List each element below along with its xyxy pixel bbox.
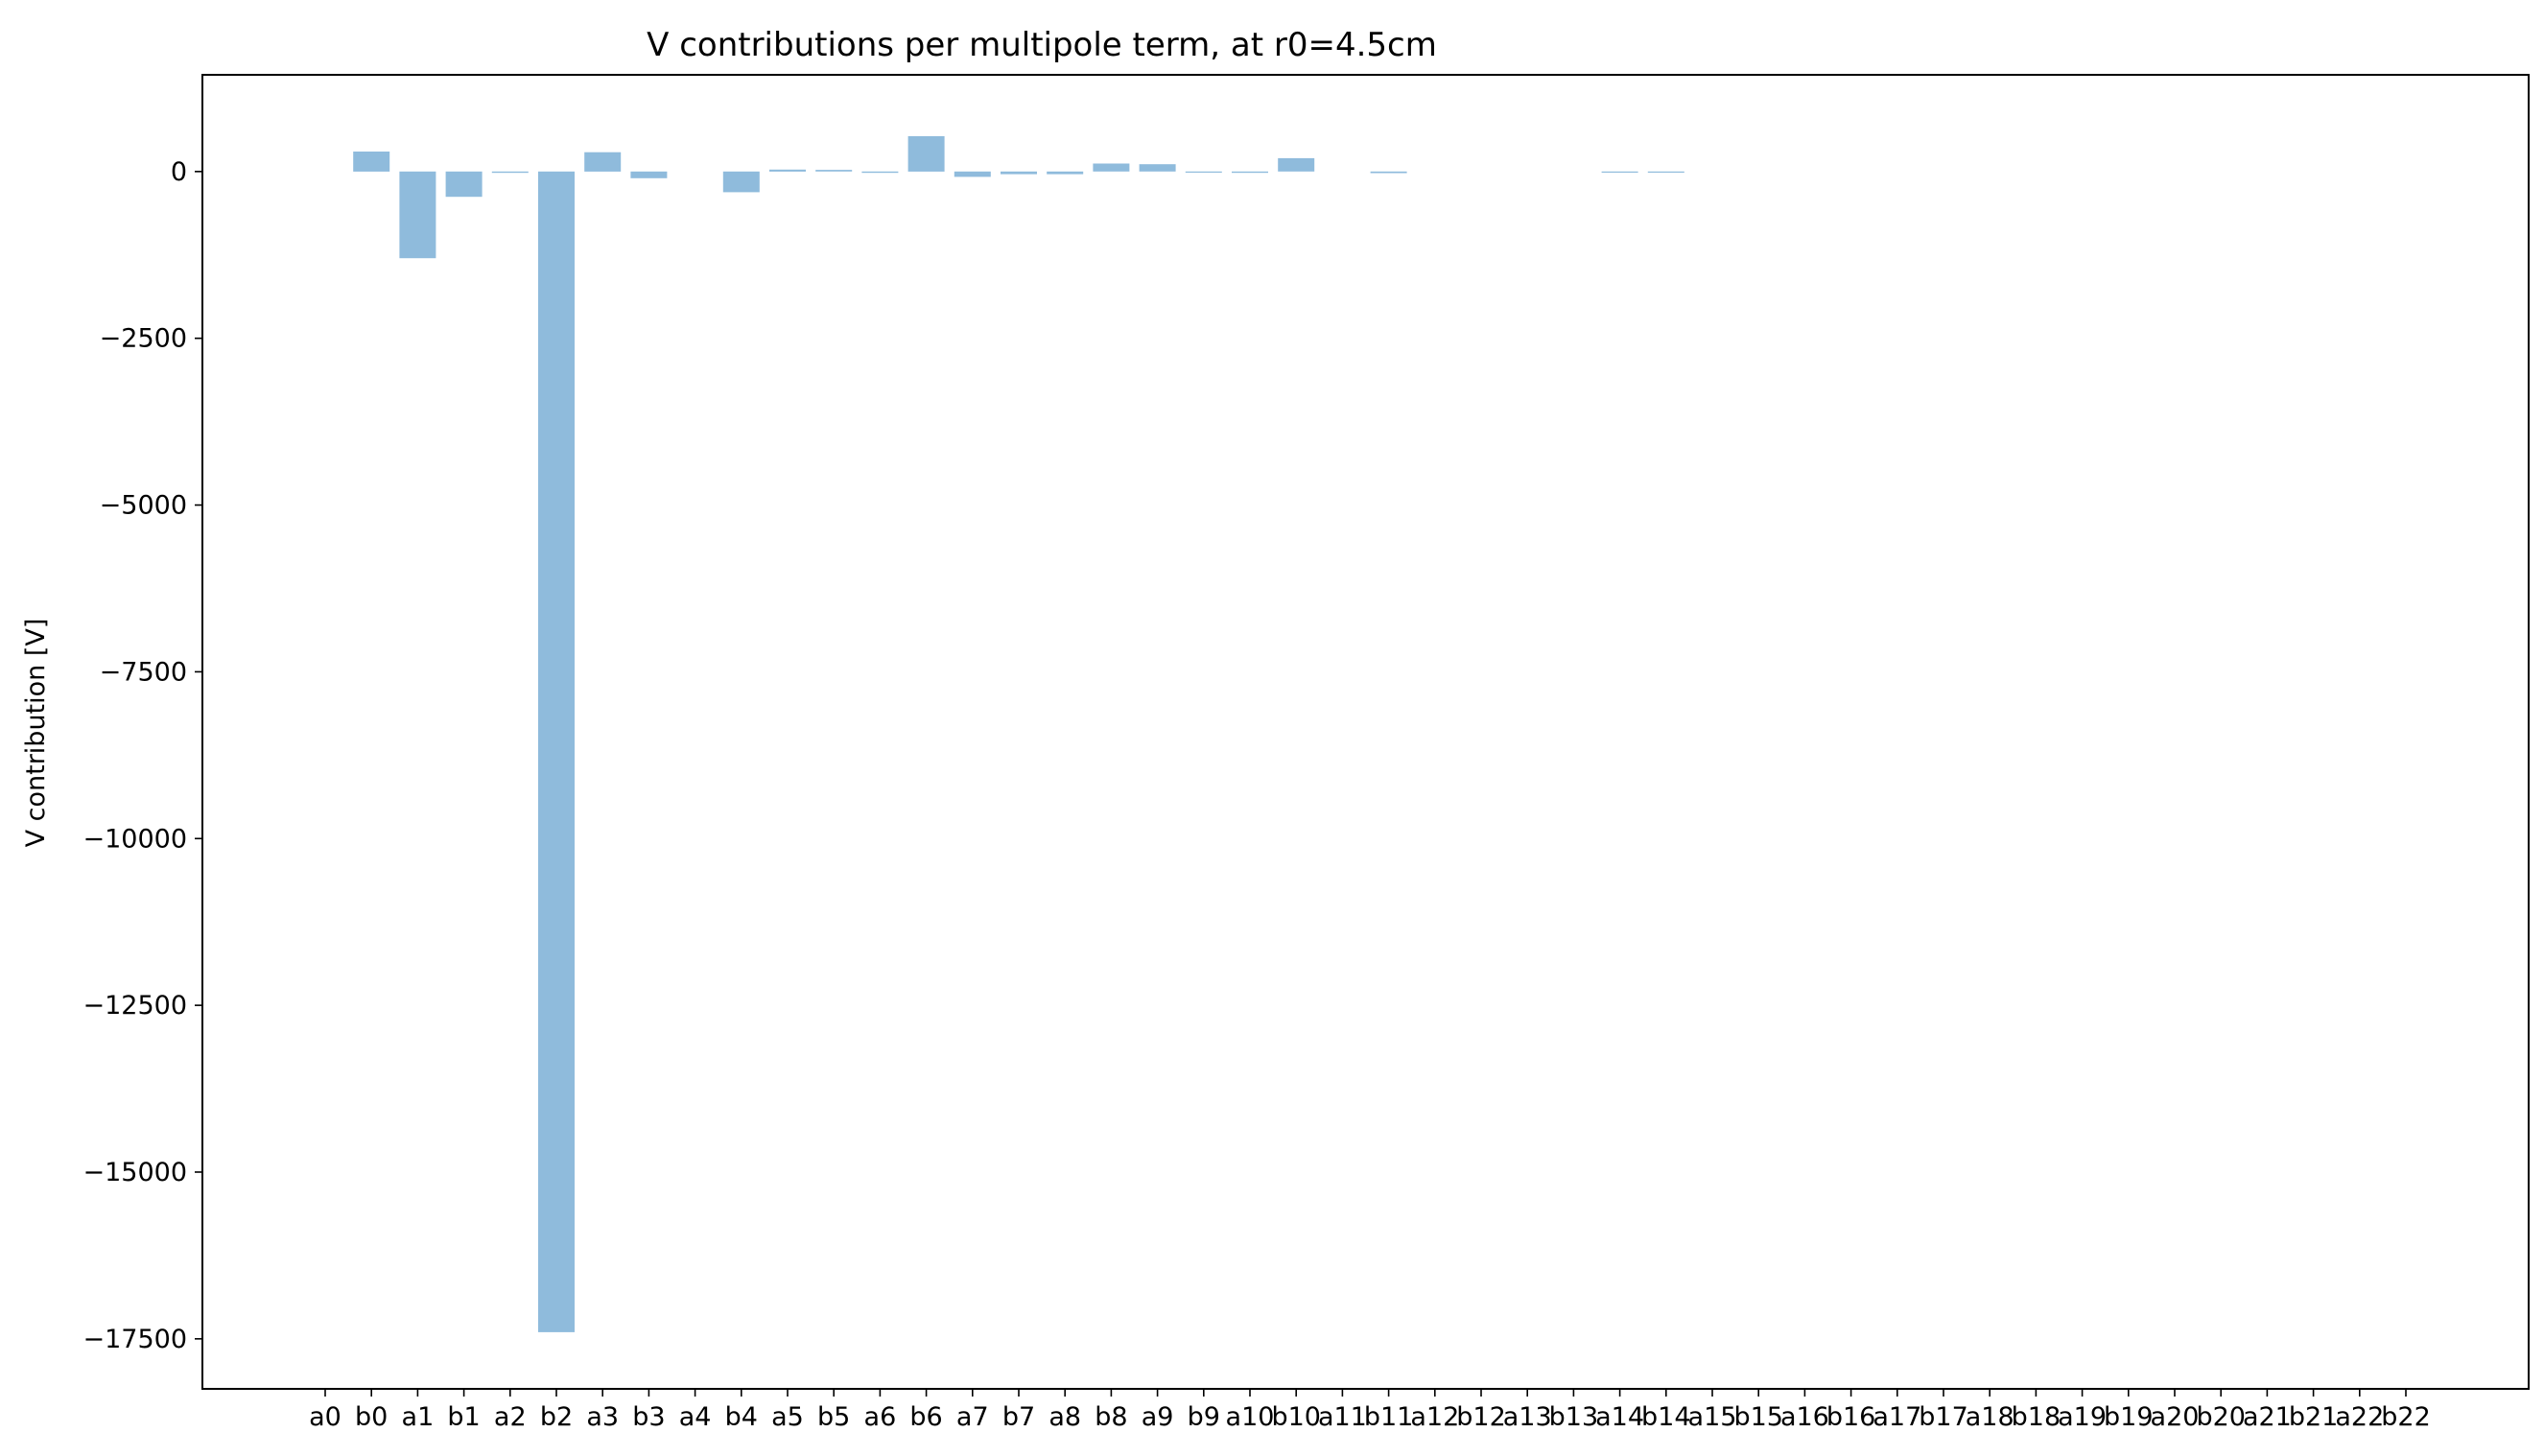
x-axis-ticks: a0 b0 a1 b1 a2 b2 a3 b3 a4 b4 a5 b5 a6 b6 a7 b7 a8 b8 a9 b9… [309, 1389, 2431, 1432]
y-tick-label: −12500 [82, 991, 187, 1021]
x-tick-label: b16 [1826, 1402, 1876, 1432]
x-tick-label: a5 [771, 1402, 804, 1432]
bar-b6 [907, 136, 945, 172]
x-tick-label: b2 [540, 1402, 573, 1432]
bar-b14 [1647, 171, 1684, 173]
bar-a1 [399, 171, 436, 259]
y-axis-label: V contribution [V] [21, 619, 51, 848]
bar-b1 [445, 171, 483, 198]
x-tick-label: b5 [817, 1402, 850, 1432]
x-tick-label: a1 [402, 1402, 435, 1432]
plot-frame [201, 74, 2530, 1390]
bar-a8 [1047, 171, 1084, 175]
bar-b5 [815, 170, 853, 172]
bar-a3 [584, 152, 622, 172]
x-tick-label: a17 [1873, 1402, 1921, 1432]
bar-a2 [491, 171, 529, 174]
x-tick-label: b22 [2381, 1402, 2431, 1432]
x-tick-label: a22 [2335, 1402, 2384, 1432]
bar-b7 [1001, 171, 1037, 175]
y-tick-label: −2500 [100, 324, 187, 354]
x-tick-label: a4 [679, 1402, 712, 1432]
y-tick-label: −15000 [82, 1158, 187, 1187]
x-tick-label: a11 [1318, 1402, 1367, 1432]
x-tick-label: b21 [2289, 1402, 2339, 1432]
x-tick-label: b17 [1919, 1402, 1968, 1432]
x-tick-label: b10 [1271, 1402, 1321, 1432]
bar-b2 [538, 171, 575, 1332]
x-tick-label: b7 [1002, 1402, 1035, 1432]
bar-b9 [1185, 171, 1222, 173]
x-tick-label: a16 [1780, 1402, 1829, 1432]
x-tick-label: a20 [2151, 1402, 2200, 1432]
x-tick-label: b14 [1641, 1402, 1691, 1432]
bar-b4 [722, 171, 760, 193]
x-tick-label: a21 [2243, 1402, 2292, 1432]
x-tick-label: a12 [1410, 1402, 1459, 1432]
x-tick-label: b18 [2012, 1402, 2061, 1432]
bar-a5 [769, 169, 806, 172]
bar-a7 [954, 171, 991, 177]
bar-b10 [1278, 157, 1315, 172]
bar-b3 [630, 171, 668, 178]
x-tick-label: b8 [1095, 1402, 1127, 1432]
y-tick-label: −10000 [82, 824, 187, 854]
x-tick-label: a18 [1966, 1402, 2014, 1432]
bar-a9 [1139, 164, 1176, 172]
x-tick-label: b3 [632, 1402, 665, 1432]
x-tick-label: a8 [1048, 1402, 1081, 1432]
x-tick-label: b6 [909, 1402, 942, 1432]
x-tick-label: a7 [956, 1402, 989, 1432]
x-tick-label: b1 [447, 1402, 480, 1432]
x-tick-label: a2 [494, 1402, 527, 1432]
x-tick-label: a3 [586, 1402, 619, 1432]
x-tick-label: a14 [1595, 1402, 1644, 1432]
bars-group [353, 136, 1684, 1332]
bar-b8 [1093, 163, 1130, 172]
y-tick-label: −17500 [82, 1325, 187, 1354]
y-tick-label: 0 [171, 157, 187, 187]
x-tick-label: b20 [2196, 1402, 2246, 1432]
x-tick-label: b13 [1549, 1402, 1599, 1432]
x-tick-label: b4 [725, 1402, 758, 1432]
x-tick-label: b12 [1456, 1402, 1506, 1432]
bar-a10 [1232, 171, 1268, 174]
y-axis-ticks: 0 −2500 −5000 −7500 −10000 −12500 −15000 −17500 [82, 157, 202, 1354]
x-tick-label: a13 [1503, 1402, 1552, 1432]
x-tick-label: a6 [864, 1402, 897, 1432]
bar-b11 [1370, 171, 1407, 174]
x-tick-label: b0 [355, 1402, 388, 1432]
x-tick-label: b11 [1364, 1402, 1414, 1432]
x-tick-label: a15 [1688, 1402, 1737, 1432]
y-tick-label: −5000 [100, 491, 187, 521]
x-tick-label: a9 [1142, 1402, 1174, 1432]
x-tick-label: a10 [1226, 1402, 1275, 1432]
x-tick-label: b15 [1733, 1402, 1783, 1432]
x-tick-label: b19 [2104, 1402, 2154, 1432]
bar-a14 [1601, 171, 1638, 173]
bar-b0 [353, 152, 390, 172]
x-tick-label: a19 [2058, 1402, 2107, 1432]
x-tick-label: a0 [309, 1402, 342, 1432]
x-tick-label: b9 [1188, 1402, 1220, 1432]
y-tick-label: −7500 [100, 657, 187, 687]
chart-title: V contributions per multipole term, at r… [647, 26, 1437, 64]
bar-a6 [861, 171, 899, 174]
